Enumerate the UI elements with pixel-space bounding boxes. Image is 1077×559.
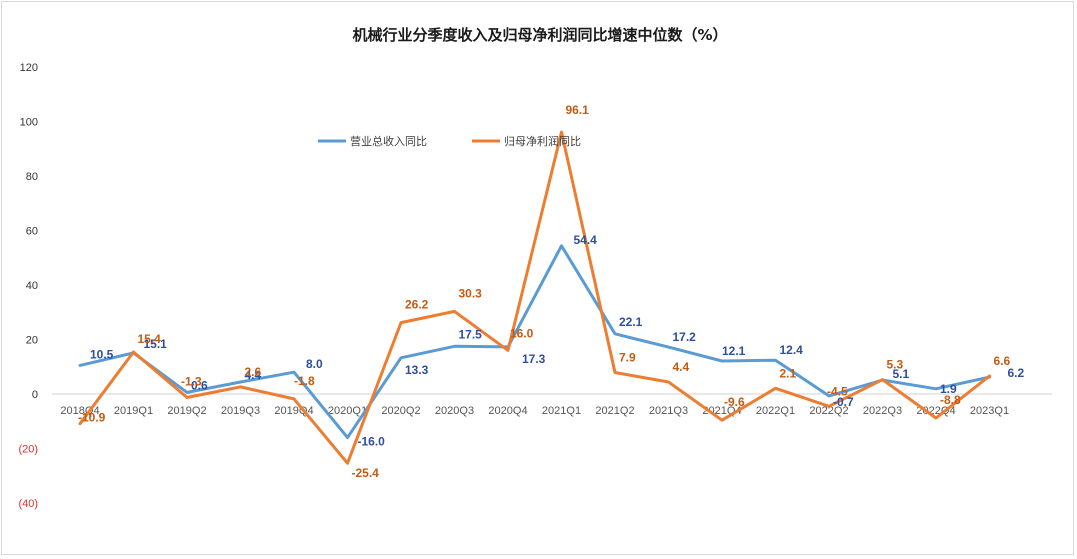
x-tick-label: 2020Q3 — [435, 405, 474, 417]
x-tick-label: 2023Q1 — [970, 405, 1009, 417]
net-profit-data-label: -1.3 — [181, 375, 202, 389]
revenue-data-label: 10.5 — [90, 347, 114, 361]
net-profit-data-label: 15.4 — [138, 332, 162, 346]
revenue-data-label: 0.6 — [191, 378, 208, 392]
net-profit-data-label: -10.9 — [78, 411, 106, 425]
revenue-data-label: 13.3 — [405, 363, 429, 377]
x-tick-label: 2019Q4 — [274, 405, 313, 417]
revenue-data-label: 8.0 — [306, 357, 323, 371]
net-profit-data-label: 2.1 — [780, 366, 797, 380]
revenue-data-label: 1.9 — [940, 382, 957, 396]
y-tick-label: 80 — [26, 171, 38, 183]
revenue-data-label: 12.4 — [780, 343, 804, 357]
x-tick-label: 2021Q3 — [649, 405, 688, 417]
net-profit-line — [78, 130, 991, 465]
x-axis: 2018Q4 2019Q1 2019Q2 2019Q3 2019Q4 2020Q1 2020… — [60, 405, 1009, 417]
revenue-data-label: 5.1 — [893, 367, 910, 381]
net-profit-data-label: 96.1 — [566, 103, 590, 117]
revenue-data-label: 17.3 — [522, 352, 546, 366]
y-axis: 120 100 80 60 40 20 0 (20) (40) — [18, 62, 38, 510]
chart-title: 机械行业分季度收入及归母净利润同比增速中位数（%） — [352, 26, 727, 44]
y-tick-label: 0 — [32, 389, 38, 401]
x-tick-label: 2022Q4 — [916, 405, 955, 417]
revenue-data-label: -0.7 — [833, 395, 854, 409]
x-tick-label: 2022Q3 — [863, 405, 902, 417]
y-tick-label: 60 — [26, 226, 38, 238]
legend-label: 归母净利润同比 — [504, 134, 581, 148]
y-tick-label: 100 — [20, 117, 38, 129]
net-profit-data-label: -4.5 — [827, 384, 848, 398]
revenue-data-label: 4.4 — [245, 368, 262, 382]
legend-label: 营业总收入同比 — [350, 134, 427, 148]
net-profit-data-label: 7.9 — [619, 350, 636, 364]
net-profit-data-label: 16.0 — [510, 326, 534, 340]
revenue-data-label: 17.5 — [459, 327, 483, 341]
x-tick-label: 2022Q1 — [756, 405, 795, 417]
revenue-data-label: -16.0 — [358, 435, 386, 449]
x-tick-label: 2022Q2 — [809, 405, 848, 417]
net-profit-data-label: -25.4 — [352, 466, 380, 480]
net-profit-data-label: 30.3 — [459, 286, 483, 300]
x-tick-label: 2021Q2 — [595, 405, 634, 417]
revenue-data-label: 22.1 — [619, 315, 643, 329]
net-profit-data-label: -9.6 — [724, 395, 745, 409]
revenue-data-label: 54.4 — [574, 233, 598, 247]
net-profit-data-label: 26.2 — [405, 298, 429, 312]
revenue-data-label: 17.2 — [673, 330, 697, 344]
net-profit-data-label: 4.4 — [673, 360, 690, 374]
revenue-data-label: 6.2 — [1008, 366, 1025, 380]
x-tick-label: 2019Q2 — [167, 405, 206, 417]
net-profit-data-label: -8.8 — [940, 393, 961, 407]
x-tick-label: 2019Q3 — [221, 405, 260, 417]
revenue-data-label: 12.1 — [722, 344, 746, 358]
y-tick-label: 40 — [26, 280, 38, 292]
x-tick-label: 2021Q1 — [542, 405, 581, 417]
revenue-data-label: 15.1 — [144, 337, 168, 351]
net-profit-data-label: 5.3 — [887, 358, 904, 372]
net-profit-data-label: 2.6 — [245, 365, 262, 379]
net-profit-data-label: -1.8 — [294, 374, 315, 388]
y-tick-label: 120 — [20, 62, 38, 74]
x-tick-label: 2019Q1 — [114, 405, 153, 417]
net-profit-data-label: 6.6 — [994, 354, 1011, 368]
revenue-line — [78, 244, 991, 440]
y-tick-label: (20) — [18, 444, 38, 456]
x-tick-label: 2020Q2 — [381, 405, 420, 417]
y-tick-label: 20 — [26, 335, 38, 347]
series-group — [78, 130, 991, 465]
legend: 营业总收入同比 归母净利润同比 — [318, 134, 581, 148]
y-tick-label: (40) — [18, 498, 38, 510]
x-tick-label: 2020Q4 — [488, 405, 527, 417]
x-tick-label: 2018Q4 — [60, 405, 99, 417]
x-tick-label: 2020Q1 — [328, 405, 367, 417]
data-labels: 10.5 15.1 0.6 4.4 8.0 -16.0 13.3 17.5 17.3 54.4 22… — [78, 103, 1025, 480]
